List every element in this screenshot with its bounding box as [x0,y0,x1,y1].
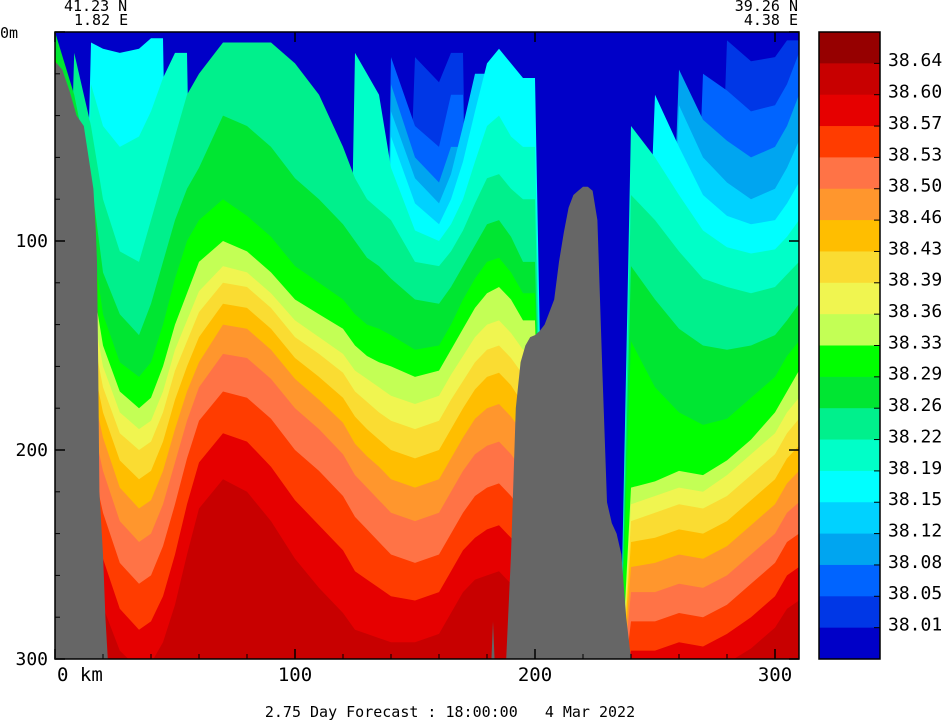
colorbar-label: 38.05 [888,583,942,604]
colorbar-label: 38.50 [888,176,942,197]
y-tick-label: 200 [15,440,48,461]
colorbar-label: 38.36 [888,301,942,322]
x-tick-label: 100 [278,664,312,686]
start-longitude-label: 1.82 E [74,11,128,29]
colorbar-swatch [819,470,880,503]
colorbar-label: 38.60 [888,82,942,103]
colorbar-swatch [819,408,880,441]
colorbar-label: 38.33 [888,332,942,353]
y-tick-label: 100 [15,231,48,252]
colorbar-label: 38.19 [888,458,942,479]
colorbar-swatch [819,596,880,629]
colorbar-swatch [819,32,880,64]
seamount [506,186,631,659]
colorbar-label: 38.22 [888,426,942,447]
colorbar-label: 38.08 [888,552,942,573]
x-tick-label: 300 [758,664,792,686]
colorbar-label: 38.57 [888,113,942,134]
colorbar-swatch [819,533,880,566]
colorbar-swatch [819,376,880,409]
colorbar-label: 38.29 [888,364,942,385]
forecast-caption: 2.75 Day Forecast : 18:00:00 4 Mar 2022 [265,703,635,721]
colorbar-label: 38.01 [888,615,942,636]
seafloor-spike [491,621,495,659]
y-tick-label: 300 [15,649,48,670]
colorbar-swatch [819,63,880,96]
colorbar-swatch [819,345,880,378]
colorbar-label: 38.46 [888,207,942,228]
plot-area [55,32,799,659]
colorbar-label: 38.64 [888,50,942,71]
colorbar-swatch [819,282,880,315]
colorbar-label: 38.12 [888,520,942,541]
end-longitude-label: 4.38 E [744,11,798,29]
colorbar-swatch [819,188,880,221]
colorbar-swatch [819,627,880,660]
left-shelf [55,32,108,659]
start-latitude-label: 41.23 N [64,0,127,15]
x-tick-label: 0 km [57,664,103,686]
bathymetry [55,32,631,659]
end-latitude-label: 39.26 N [735,0,798,15]
colorbar-swatch [819,564,880,597]
x-tick-label: 200 [518,664,552,686]
y-tick-label: 0m [0,24,18,42]
colorbar-swatch [819,94,880,127]
colorbar-label: 38.26 [888,395,942,416]
salinity-bands [55,32,799,659]
colorbar-swatch [819,439,880,472]
colorbar-swatch [819,220,880,252]
colorbar-label: 38.43 [888,238,942,259]
colorbar-label: 38.53 [888,144,942,165]
colorbar-swatch [819,157,880,190]
colorbar-label: 38.39 [888,270,942,291]
colorbar-swatch [819,126,880,158]
axes: 0 km 100 200 300 0m 100 200 300 [0,24,799,686]
colorbar-swatch [819,502,880,535]
colorbar-label: 38.15 [888,489,942,510]
salinity-band-18 [55,418,799,659]
colorbar-swatch [819,314,880,346]
colorbar: 38.64 38.60 38.57 38.53 38.50 38.46 38.43 38.39… [818,31,942,660]
colorbar-swatch [819,251,880,284]
plot-frame [54,31,800,660]
